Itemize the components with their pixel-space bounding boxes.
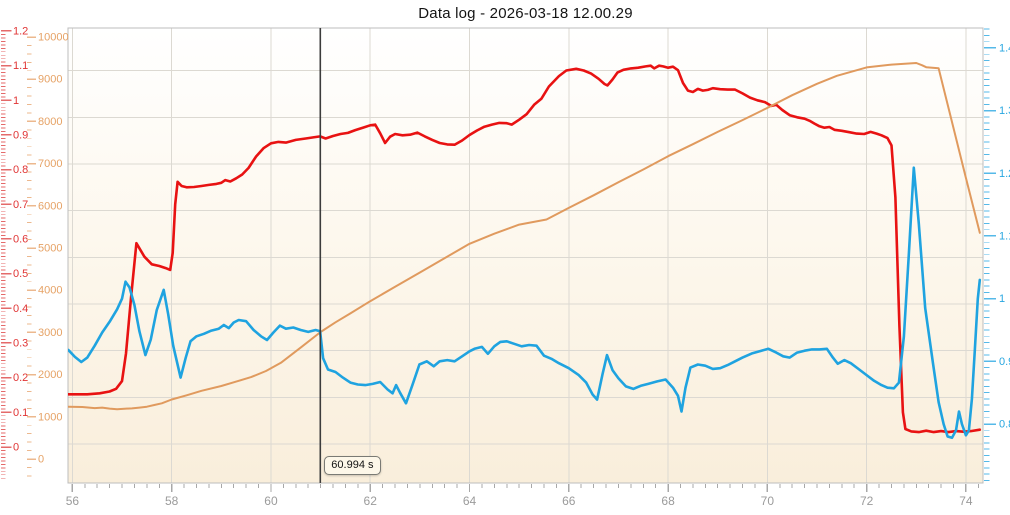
svg-text:0.1: 0.1: [13, 407, 28, 419]
svg-text:4000: 4000: [38, 285, 62, 297]
svg-text:60: 60: [264, 494, 278, 508]
svg-text:2000: 2000: [38, 369, 62, 381]
blue-axis-ruler: 0.8 0.9 1 1.1 1.2 1.3 1.4: [984, 28, 1010, 481]
series-layer: [68, 62, 982, 440]
svg-text:0.7: 0.7: [13, 199, 28, 211]
plot-area[interactable]: [68, 28, 983, 483]
svg-text:1.2: 1.2: [13, 25, 28, 37]
series-blue-trace: [68, 166, 982, 440]
svg-text:1.2: 1.2: [999, 168, 1010, 180]
svg-text:1000: 1000: [38, 411, 62, 423]
svg-text:0.2: 0.2: [13, 372, 28, 384]
svg-text:72: 72: [860, 494, 874, 508]
x-axis-ruler: 56 58 60 62 64 66 68 70 72 74: [66, 484, 979, 508]
svg-text:9000: 9000: [38, 74, 62, 86]
svg-text:5000: 5000: [38, 243, 62, 255]
series-red-trace: [68, 64, 982, 434]
svg-text:58: 58: [165, 494, 179, 508]
svg-text:1: 1: [13, 95, 19, 107]
svg-text:8000: 8000: [38, 116, 62, 128]
svg-text:0.8: 0.8: [999, 419, 1010, 431]
svg-text:1.1: 1.1: [13, 60, 28, 72]
plot-border: [67, 27, 984, 484]
svg-text:0.4: 0.4: [13, 303, 28, 315]
svg-text:1.4: 1.4: [999, 42, 1010, 54]
svg-text:7000: 7000: [38, 158, 62, 170]
cursor-time-badge: 60.994 s: [324, 456, 381, 475]
orange-axis-ruler: 0 1000 2000 3000 4000 5000 6000 7000 8000 9000 100…: [27, 32, 69, 477]
svg-text:0.3: 0.3: [13, 337, 28, 349]
svg-text:66: 66: [562, 494, 576, 508]
svg-text:1.3: 1.3: [999, 105, 1010, 117]
svg-text:0: 0: [38, 454, 44, 466]
svg-text:0: 0: [13, 442, 19, 454]
svg-text:0.9: 0.9: [999, 356, 1010, 368]
svg-text:56: 56: [66, 494, 80, 508]
svg-text:0.9: 0.9: [13, 129, 28, 141]
svg-text:10000: 10000: [38, 32, 69, 44]
svg-text:70: 70: [761, 494, 775, 508]
series-orange-trace: [68, 62, 981, 411]
gridlines: [68, 28, 983, 483]
svg-text:1: 1: [999, 293, 1005, 305]
svg-text:74: 74: [959, 494, 973, 508]
svg-text:62: 62: [364, 494, 378, 508]
svg-text:0.5: 0.5: [13, 268, 28, 280]
red-axis-ruler: 0 0.1 0.2 0.3 0.4 0.5 0.6 0.7 0.8 0.9 1 1.1 1.2: [1, 25, 28, 479]
svg-text:1.1: 1.1: [999, 230, 1010, 242]
svg-text:0.8: 0.8: [13, 164, 28, 176]
svg-text:68: 68: [661, 494, 675, 508]
svg-text:3000: 3000: [38, 327, 62, 339]
chart-title: Data log - 2026-03-18 12.00.29: [418, 5, 633, 22]
svg-text:64: 64: [463, 494, 477, 508]
svg-text:0.6: 0.6: [13, 233, 28, 245]
svg-text:6000: 6000: [38, 200, 62, 212]
